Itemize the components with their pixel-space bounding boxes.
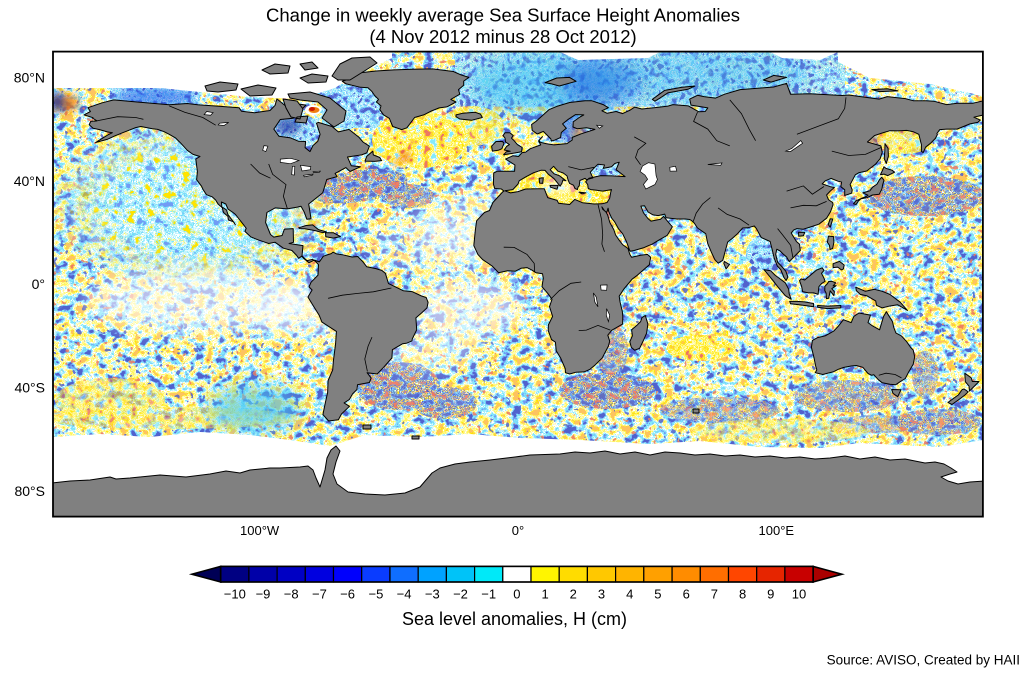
svg-text:0°: 0° xyxy=(32,276,45,292)
svg-text:100°W: 100°W xyxy=(240,523,280,538)
svg-text:40°N: 40°N xyxy=(14,173,45,189)
svg-text:2: 2 xyxy=(570,587,577,602)
svg-text:−7: −7 xyxy=(312,587,327,602)
svg-text:−6: −6 xyxy=(340,587,355,602)
svg-text:−9: −9 xyxy=(256,587,271,602)
svg-text:Sea level anomalies, H (cm): Sea level anomalies, H (cm) xyxy=(402,609,627,629)
svg-text:10: 10 xyxy=(792,587,806,602)
svg-text:−8: −8 xyxy=(284,587,299,602)
svg-text:3: 3 xyxy=(598,587,605,602)
svg-text:1: 1 xyxy=(541,587,548,602)
svg-text:−1: −1 xyxy=(481,587,496,602)
svg-text:Source: AVISO, Created by HAII: Source: AVISO, Created by HAII xyxy=(827,653,1020,668)
svg-text:100°E: 100°E xyxy=(759,523,795,538)
svg-text:7: 7 xyxy=(711,587,718,602)
svg-text:−10: −10 xyxy=(224,587,246,602)
svg-text:80°N: 80°N xyxy=(14,69,45,85)
svg-text:9: 9 xyxy=(767,587,774,602)
svg-text:0: 0 xyxy=(513,587,520,602)
svg-text:−5: −5 xyxy=(368,587,383,602)
svg-text:80°S: 80°S xyxy=(14,483,45,499)
svg-text:−3: −3 xyxy=(425,587,440,602)
svg-text:(4 Nov 2012 minus 28 Oct 2012): (4 Nov 2012 minus 28 Oct 2012) xyxy=(369,26,636,47)
svg-text:6: 6 xyxy=(683,587,690,602)
svg-text:5: 5 xyxy=(654,587,661,602)
svg-text:40°S: 40°S xyxy=(14,379,45,395)
svg-text:Change in weekly average Sea S: Change in weekly average Sea Surface Hei… xyxy=(266,5,740,26)
svg-text:−4: −4 xyxy=(397,587,412,602)
svg-text:−2: −2 xyxy=(453,587,468,602)
svg-text:8: 8 xyxy=(739,587,746,602)
svg-text:0°: 0° xyxy=(512,523,524,538)
svg-text:4: 4 xyxy=(626,587,633,602)
